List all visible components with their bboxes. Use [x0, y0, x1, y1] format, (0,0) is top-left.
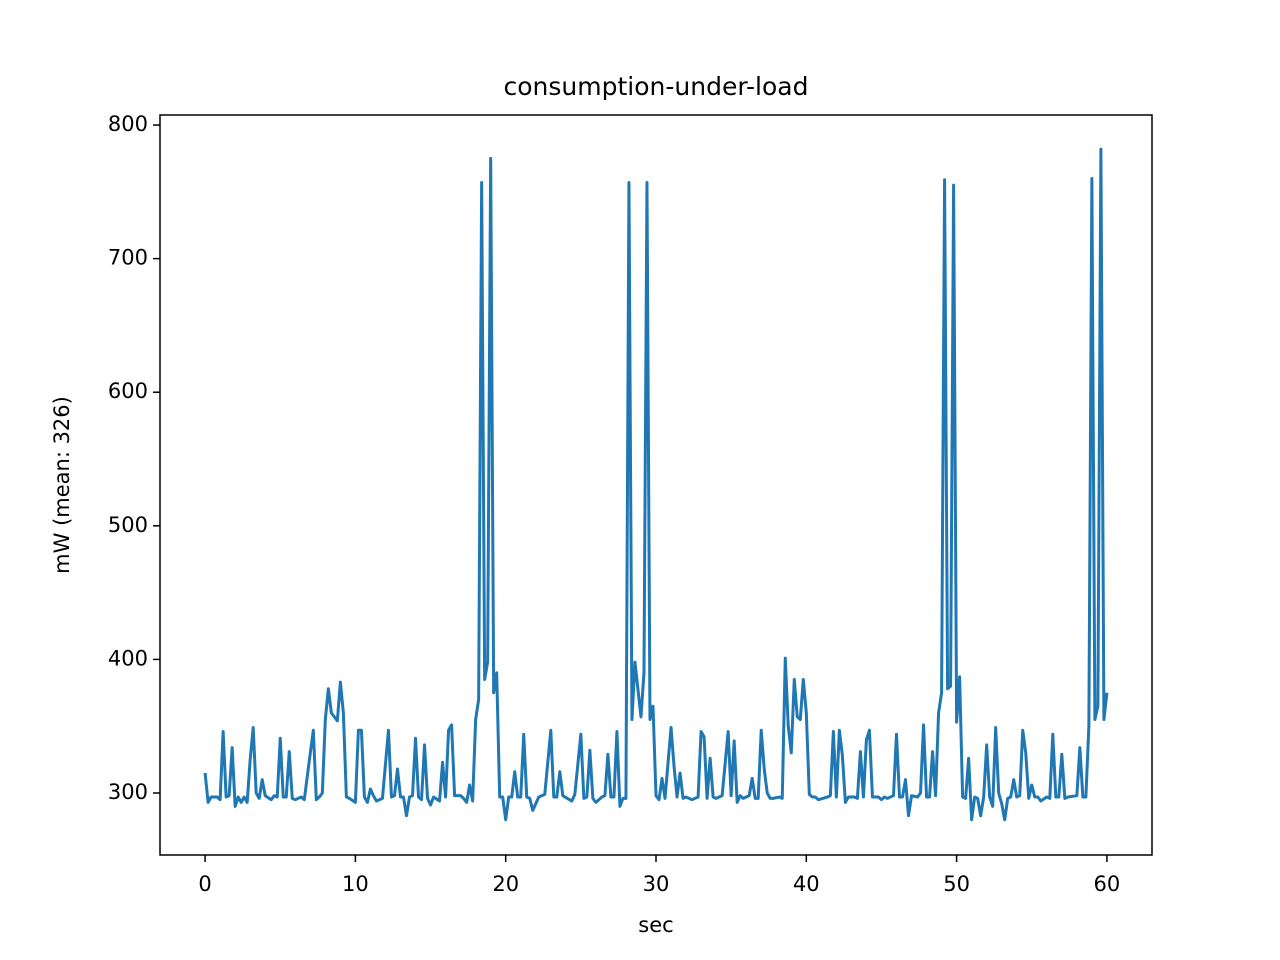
x-tick-label: 10 — [342, 872, 369, 896]
line-series — [203, 147, 1109, 822]
y-axis-label: mW (mean: 326) — [50, 396, 74, 574]
y-tick-label: 500 — [108, 513, 148, 537]
x-axis-label: sec — [638, 913, 673, 937]
y-tick-label: 700 — [108, 246, 148, 270]
y-tick-label: 600 — [108, 379, 148, 403]
x-tick-label: 30 — [643, 872, 670, 896]
y-tick-label: 800 — [108, 112, 148, 136]
y-tick-label: 300 — [108, 780, 148, 804]
x-tick-label: 20 — [492, 872, 519, 896]
x-tick-label: 50 — [943, 872, 970, 896]
x-tick-label: 40 — [793, 872, 820, 896]
x-tick-label: 60 — [1094, 872, 1121, 896]
chart-title: consumption-under-load — [504, 72, 809, 101]
y-tick-label: 400 — [108, 646, 148, 670]
x-tick-label: 0 — [198, 872, 211, 896]
plot-frame — [159, 114, 1153, 856]
